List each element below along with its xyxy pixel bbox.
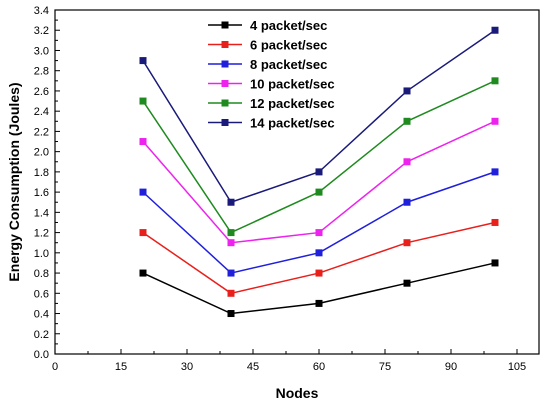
data-point	[315, 299, 323, 307]
y-tick-label: 2.2	[34, 126, 49, 138]
data-point	[315, 269, 323, 277]
series-6	[139, 26, 499, 206]
x-tick-label: 75	[379, 361, 391, 373]
data-point	[403, 158, 411, 166]
series-line	[142, 171, 496, 274]
data-point	[227, 289, 235, 297]
data-point	[139, 138, 147, 146]
y-tick-label: 0.0	[34, 349, 49, 361]
y-tick-label: 2.8	[34, 66, 49, 78]
data-point	[315, 229, 323, 237]
x-tick-label: 105	[508, 361, 526, 373]
y-tick-label: 1.6	[34, 187, 49, 199]
data-point	[403, 117, 411, 125]
data-point	[315, 249, 323, 257]
y-tick-label: 3.0	[34, 45, 49, 57]
data-point	[403, 198, 411, 206]
x-tick-label: 15	[115, 361, 127, 373]
legend: 4 packet/sec 6 packet/sec 8 packet/sec 10 p…	[208, 18, 335, 131]
legend-marker	[221, 99, 229, 107]
data-point	[491, 26, 499, 34]
data-point	[139, 188, 147, 196]
y-tick-label: 0.4	[34, 309, 49, 321]
series-line	[142, 120, 496, 244]
y-tick-label: 2.0	[34, 147, 49, 159]
data-point	[491, 218, 499, 226]
y-axis-title: Energy Consumption (Joules)	[6, 82, 22, 281]
legend-item: 14 packet/sec	[208, 116, 335, 131]
x-tick-label: 0	[52, 361, 58, 373]
y-tick-label: 3.2	[34, 25, 49, 37]
legend-item: 10 packet/sec	[208, 77, 335, 92]
data-point	[491, 117, 499, 125]
y-tick-label: 1.8	[34, 167, 49, 179]
x-tick-label: 45	[247, 361, 259, 373]
y-tick-label: 0.6	[34, 288, 49, 300]
legend-label: 14 packet/sec	[250, 116, 335, 131]
legend-item: 6 packet/sec	[208, 38, 327, 53]
legend-item: 8 packet/sec	[208, 57, 327, 72]
legend-label: 10 packet/sec	[250, 77, 335, 92]
series-1	[139, 259, 499, 318]
data-point	[403, 87, 411, 95]
axes: 0 15 30 45 60 75 90 105 0.0 0.2 0.4 0.6 0.8 1.0 1.2 1.4…	[34, 5, 540, 373]
series-5	[139, 77, 499, 237]
data-point	[139, 97, 147, 105]
y-tick-label: 1.0	[34, 248, 49, 260]
legend-item: 4 packet/sec	[208, 18, 327, 33]
x-tick-label: 60	[313, 361, 325, 373]
legend-label: 4 packet/sec	[250, 18, 327, 33]
legend-marker	[221, 60, 229, 68]
y-tick-label: 1.4	[34, 207, 49, 219]
legend-marker	[221, 41, 229, 48]
data-point	[403, 239, 411, 247]
data-point	[139, 57, 147, 65]
legend-label: 12 packet/sec	[250, 96, 335, 111]
data-point	[227, 269, 235, 277]
data-point	[227, 310, 235, 318]
x-tick-label: 30	[181, 361, 193, 373]
data-point	[139, 269, 147, 277]
legend-item: 12 packet/sec	[208, 96, 335, 111]
legend-label: 6 packet/sec	[250, 38, 327, 53]
legend-marker	[221, 80, 229, 87]
legend-marker	[221, 119, 229, 126]
series-2	[139, 218, 499, 297]
y-tick-label: 0.2	[34, 329, 49, 341]
data-point	[491, 77, 499, 85]
y-tick-label: 2.4	[34, 106, 49, 118]
data-point	[227, 198, 235, 206]
data-point	[315, 168, 323, 176]
data-point	[227, 229, 235, 237]
x-tick-label: 90	[445, 361, 457, 373]
x-axis-title: Nodes	[276, 385, 319, 401]
data-point	[227, 239, 235, 247]
data-point	[491, 259, 499, 267]
series-3	[139, 168, 499, 277]
y-tick-label: 0.8	[34, 268, 49, 280]
series-group	[139, 26, 499, 318]
series-4	[139, 117, 499, 247]
legend-label: 8 packet/sec	[250, 57, 327, 72]
data-point	[403, 279, 411, 287]
data-point	[491, 168, 499, 176]
y-tick-label: 1.2	[34, 228, 49, 240]
data-point	[315, 188, 323, 196]
legend-marker	[221, 21, 229, 29]
y-tick-label: 2.6	[34, 86, 49, 98]
y-tick-label: 3.4	[34, 5, 49, 17]
data-point	[139, 229, 147, 237]
